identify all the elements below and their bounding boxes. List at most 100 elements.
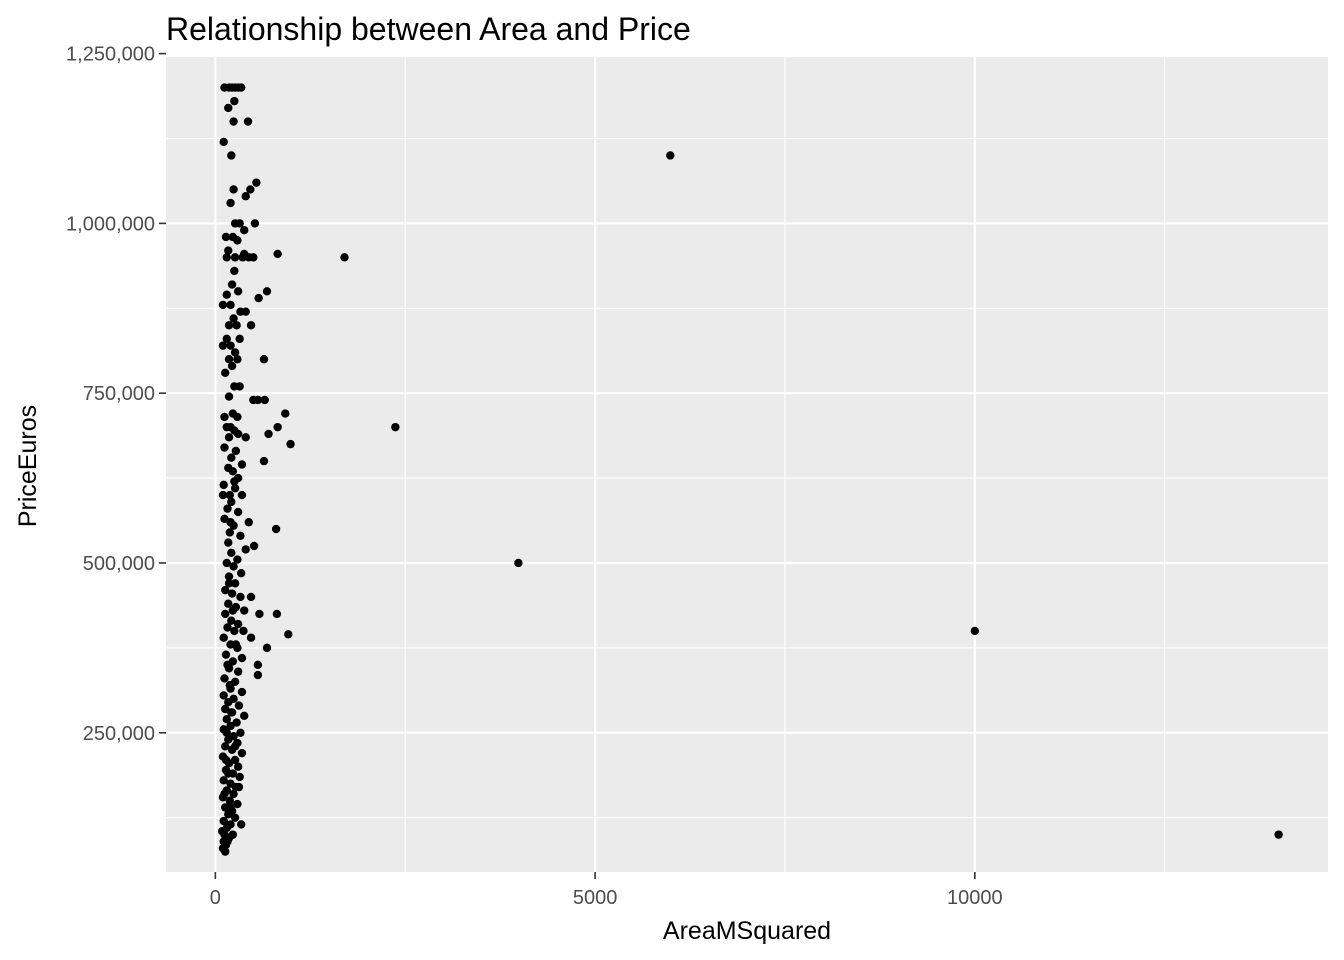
y-tick-label: 500,000 <box>83 553 155 575</box>
data-point <box>281 409 290 418</box>
data-point <box>233 287 243 296</box>
data-point <box>221 847 230 856</box>
data-point <box>233 667 243 676</box>
data-point <box>226 341 235 350</box>
data-point <box>224 735 233 744</box>
minor-gridlines <box>166 57 1328 872</box>
data-point <box>220 412 229 422</box>
data-point <box>666 151 675 160</box>
data-point <box>237 653 247 663</box>
data-point <box>1274 830 1283 839</box>
data-point <box>224 579 234 588</box>
data-point <box>223 623 232 632</box>
data-point <box>218 300 228 310</box>
data-point <box>240 606 249 615</box>
data-point <box>230 813 240 822</box>
data-point <box>218 490 228 500</box>
data-point <box>254 293 263 303</box>
data-point <box>230 348 240 357</box>
data-point <box>253 660 263 670</box>
data-point <box>227 280 237 289</box>
data-point <box>240 225 249 235</box>
data-point <box>226 518 235 527</box>
data-point <box>220 789 229 799</box>
data-point <box>246 185 255 194</box>
data-point <box>229 117 238 126</box>
data-point <box>225 490 234 500</box>
data-point <box>227 497 236 507</box>
data-point <box>228 830 238 839</box>
data-point <box>220 443 229 452</box>
data-point <box>262 287 272 296</box>
data-point <box>221 650 231 659</box>
data-point <box>229 185 238 194</box>
data-point <box>220 674 229 683</box>
data-point <box>219 633 228 642</box>
data-point <box>235 772 244 782</box>
data-point <box>231 446 241 456</box>
data-point <box>230 477 239 486</box>
major-gridlines <box>166 52 1328 872</box>
data-point <box>229 314 238 323</box>
data-point <box>230 253 240 262</box>
data-point <box>233 412 242 422</box>
data-point <box>391 422 400 432</box>
data-point <box>221 755 231 765</box>
data-point <box>224 698 233 707</box>
y-tick-label: 250,000 <box>83 723 155 745</box>
data-point <box>232 321 241 330</box>
x-tick-label: 10000 <box>947 887 1003 909</box>
data-point <box>227 151 236 160</box>
data-point <box>272 609 282 619</box>
x-tick-label: 5000 <box>573 887 618 909</box>
data-point <box>219 137 228 147</box>
data-point <box>249 253 258 262</box>
data-point <box>222 290 231 299</box>
data-point <box>237 490 247 500</box>
data-point <box>230 96 239 106</box>
data-point <box>224 572 234 581</box>
y-axis: 250,000 500,000 750,000 1,000,000 1,250,000 <box>66 44 166 745</box>
data-point <box>221 609 230 619</box>
data-point <box>243 117 253 126</box>
data-point <box>240 711 249 720</box>
y-tick-label: 1,250,000 <box>66 44 155 66</box>
data-point <box>226 198 235 208</box>
x-axis-title: AreaMSquared <box>663 917 831 945</box>
data-point <box>970 626 980 636</box>
data-point <box>239 626 248 636</box>
data-point <box>233 619 243 629</box>
data-point <box>233 762 243 771</box>
data-point <box>255 609 264 619</box>
data-point <box>228 606 238 615</box>
data-point <box>224 433 234 442</box>
data-point <box>264 429 273 439</box>
data-point <box>250 219 260 228</box>
y-tick-label: 750,000 <box>83 383 155 405</box>
data-point <box>223 504 232 513</box>
chart-title: Relationship between Area and Price <box>166 11 691 47</box>
plot-panel <box>166 57 1328 872</box>
data-point <box>340 253 349 262</box>
data-point <box>237 687 247 697</box>
data-point <box>227 453 236 462</box>
data-point <box>227 708 236 717</box>
data-point <box>235 334 244 344</box>
data-point <box>225 796 234 805</box>
data-point <box>253 395 263 405</box>
data-point <box>224 538 233 547</box>
data-point <box>233 799 242 809</box>
data-point <box>240 249 249 259</box>
data-point <box>252 178 261 187</box>
data-point <box>241 545 250 554</box>
data-point <box>259 355 269 364</box>
data-point <box>224 769 233 778</box>
data-point <box>222 558 231 568</box>
data-point <box>235 219 244 228</box>
data-point <box>236 820 246 829</box>
data-point <box>246 592 256 602</box>
data-point <box>241 307 250 316</box>
data-point <box>246 321 256 330</box>
data-point <box>225 681 234 690</box>
